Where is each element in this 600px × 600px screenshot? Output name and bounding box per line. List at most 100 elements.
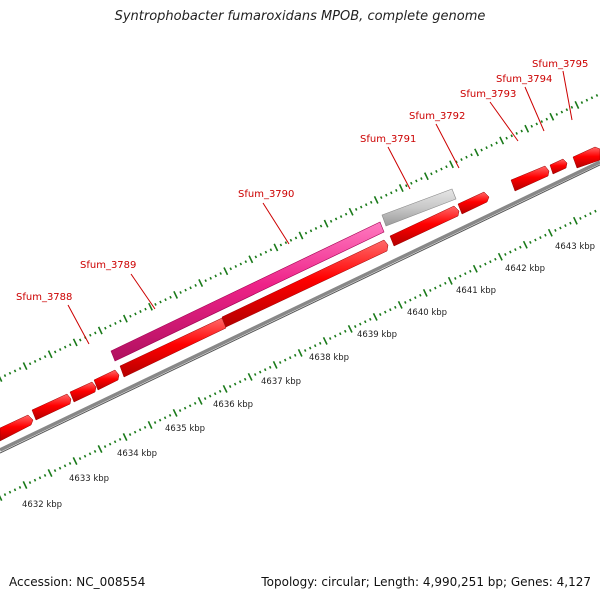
minor-tick <box>584 214 587 218</box>
minor-tick <box>565 108 569 112</box>
minor-tick <box>304 231 308 235</box>
gene-feature-cds-4[interactable] <box>93 369 120 391</box>
minor-tick <box>243 377 247 381</box>
minor-tick <box>410 181 413 185</box>
gene-feature-cds-8[interactable] <box>457 191 490 215</box>
minor-tick <box>53 469 57 473</box>
minor-tick <box>133 430 137 434</box>
minor-tick <box>8 490 12 494</box>
kbp-label: 4634 kbp <box>117 449 157 459</box>
minor-tick <box>168 413 172 417</box>
minor-tick <box>364 203 368 207</box>
gene-label-group: Sfum_3788 Sfum_3789 Sfum_3790 Sfum_3791 … <box>16 59 588 345</box>
minor-tick <box>353 325 357 328</box>
gene-label-sfum-3791[interactable]: Sfum_3791 <box>360 134 416 145</box>
major-tick <box>447 276 453 285</box>
gene-label-sfum-3788[interactable]: Sfum_3788 <box>16 292 72 303</box>
minor-tick <box>163 416 167 420</box>
minor-tick <box>169 295 172 299</box>
gene-label-sfum-3792[interactable]: Sfum_3792 <box>409 111 465 122</box>
minor-tick <box>435 169 438 173</box>
gene-feature-sfum-3792[interactable] <box>389 205 460 247</box>
minor-tick <box>263 368 267 372</box>
gene-feature-cds-6[interactable] <box>221 239 389 328</box>
kbp-label: 4633 kbp <box>69 474 109 484</box>
gene-label-sfum-3793[interactable]: Sfum_3793 <box>460 89 516 100</box>
minor-tick <box>118 437 122 441</box>
minor-tick <box>564 224 567 228</box>
minor-tick <box>179 291 182 294</box>
minor-tick <box>89 333 92 337</box>
minor-tick <box>289 238 293 242</box>
major-tick <box>499 136 505 145</box>
minor-tick <box>559 226 562 230</box>
minor-tick <box>63 345 67 349</box>
minor-tick <box>379 196 383 199</box>
minor-tick <box>18 367 22 370</box>
minor-tick <box>18 485 22 489</box>
minor-tick <box>279 243 283 247</box>
minor-tick <box>213 392 217 396</box>
minor-tick <box>319 224 323 228</box>
minor-tick <box>153 421 157 424</box>
minor-tick <box>13 369 17 373</box>
minor-tick <box>3 374 7 378</box>
accession-text: Accession: NC_008554 <box>9 575 146 589</box>
minor-tick <box>278 361 282 364</box>
minor-tick <box>178 409 182 412</box>
gene-feature-sfum-3793[interactable] <box>510 165 550 192</box>
kbp-label: 4640 kbp <box>407 308 447 318</box>
minor-tick <box>234 264 238 268</box>
major-tick <box>398 184 404 193</box>
gene-feature-cds-1[interactable] <box>0 414 34 442</box>
minor-tick <box>484 262 487 266</box>
gene-feature-sfum-3791[interactable] <box>381 188 457 227</box>
minor-tick <box>83 454 87 458</box>
major-tick <box>272 360 278 369</box>
minor-tick <box>8 371 12 375</box>
major-tick <box>472 264 478 273</box>
minor-tick <box>520 129 523 133</box>
gene-feature-sfum-3795[interactable] <box>572 146 600 169</box>
minor-tick <box>580 101 584 104</box>
minor-tick <box>385 193 388 197</box>
minor-tick <box>343 329 347 333</box>
minor-tick <box>293 353 297 357</box>
major-tick <box>122 314 128 323</box>
minor-tick <box>203 397 207 400</box>
minor-tick <box>303 349 307 352</box>
major-tick <box>22 362 28 371</box>
major-tick <box>273 243 279 252</box>
lower-tick-ruler <box>0 209 597 501</box>
gene-feature-sfum-3788[interactable] <box>31 393 72 421</box>
gene-feature-sfum-3790[interactable] <box>110 221 385 362</box>
minor-tick <box>183 406 187 410</box>
minor-tick <box>28 362 32 366</box>
major-tick <box>97 445 103 453</box>
gene-feature-cds-3[interactable] <box>69 381 97 403</box>
gene-feature-sfum-3789[interactable] <box>119 317 227 378</box>
minor-tick <box>58 348 62 351</box>
minor-tick <box>590 96 594 100</box>
minor-tick <box>283 358 287 362</box>
minor-tick <box>539 236 542 240</box>
gene-feature-sfum-3794[interactable] <box>549 158 568 175</box>
minor-tick <box>53 350 57 354</box>
topology-text: Topology: circular; Length: 4,990,251 bp… <box>261 575 591 589</box>
gene-label-sfum-3790[interactable]: Sfum_3790 <box>238 189 294 200</box>
major-tick <box>372 312 378 321</box>
kbp-label-group: 4632 kbp 4633 kbp 4634 kbp 4635 kbp 4636… <box>22 242 595 510</box>
minor-tick <box>158 418 162 422</box>
major-tick <box>247 372 253 381</box>
minor-tick <box>254 255 258 259</box>
minor-tick <box>504 253 507 256</box>
gene-label-sfum-3789[interactable]: Sfum_3789 <box>80 260 136 271</box>
minor-tick <box>519 245 522 249</box>
gene-label-sfum-3795[interactable]: Sfum_3795 <box>532 59 588 70</box>
major-tick <box>248 255 254 264</box>
minor-tick <box>33 359 37 363</box>
minor-tick <box>258 370 262 374</box>
minor-tick <box>189 286 192 290</box>
minor-tick <box>454 277 457 280</box>
gene-label-sfum-3794[interactable]: Sfum_3794 <box>496 74 552 85</box>
